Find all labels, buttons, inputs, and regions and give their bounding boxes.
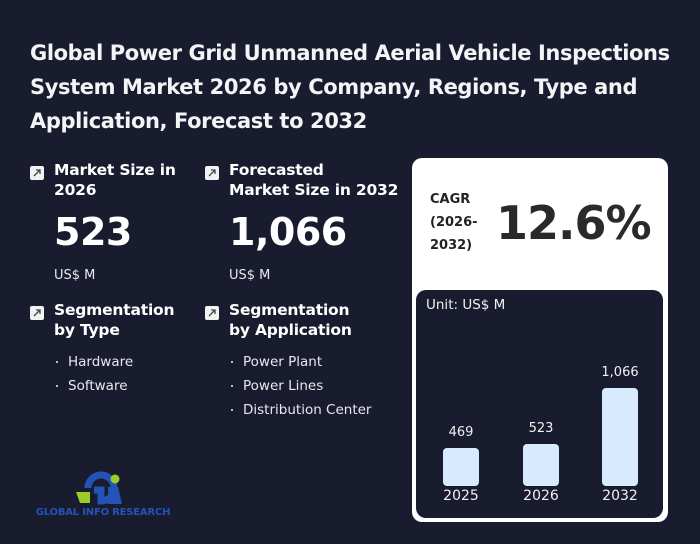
market-size-2026: Market Size in 2026 523 US$ M	[30, 160, 200, 283]
forecast-label-line1: Forecasted	[229, 161, 324, 179]
list-item: Software	[56, 374, 200, 398]
segmentation-by-application: Segmentation by Application Power Plant …	[205, 300, 405, 422]
arrow-up-right-icon	[30, 166, 44, 180]
bullet-icon	[231, 385, 233, 387]
forecast-label-line2: Market Size in 2032	[229, 181, 399, 199]
segmentation-application-line2: by Application	[229, 321, 352, 339]
bullet-icon	[231, 361, 233, 363]
bar-chart: Unit: US$ M 469 2025 523 2026 1,066 2032	[416, 290, 663, 518]
application-item-label: Power Lines	[243, 378, 324, 394]
list-item: Hardware	[56, 350, 200, 374]
bar-value-label: 1,066	[601, 365, 639, 380]
bullet-icon	[231, 409, 233, 411]
application-list: Power Plant Power Lines Distribution Cen…	[231, 350, 405, 422]
chart-unit-label: Unit: US$ M	[426, 297, 506, 313]
bar-category-label: 2032	[602, 488, 638, 504]
list-item: Power Plant	[231, 350, 405, 374]
bullet-icon	[56, 385, 58, 387]
segmentation-type-line1: Segmentation	[54, 301, 175, 319]
forecast-market-size-2032: Forecasted Market Size in 2032 1,066 US$…	[205, 160, 405, 283]
cagr-label-line3: 2032)	[430, 238, 473, 253]
arrow-up-right-icon	[205, 306, 219, 320]
cagr-card: CAGR (2026- 2032) 12.6% Unit: US$ M 469 2…	[412, 158, 668, 522]
arrow-up-right-icon	[30, 306, 44, 320]
forecast-label: Forecasted Market Size in 2032	[229, 160, 398, 200]
bar-category-label: 2026	[523, 488, 559, 504]
cagr-value: 12.6%	[496, 196, 652, 250]
market-size-unit: US$ M	[54, 268, 96, 283]
type-item-label: Software	[68, 378, 128, 394]
bar-2032	[602, 388, 638, 486]
bar-2025	[443, 448, 479, 486]
segmentation-application-label: Segmentation by Application	[229, 300, 352, 340]
bar-value-label: 469	[448, 425, 474, 441]
bar-2026	[523, 443, 559, 486]
forecast-value: 1,066	[229, 210, 347, 254]
market-size-label: Market Size in 2026	[54, 161, 176, 199]
bar-category-label: 2025	[443, 488, 479, 504]
bar-value-label: 523	[528, 420, 554, 436]
market-size-value: 523	[54, 210, 132, 254]
type-list: Hardware Software	[56, 350, 200, 398]
application-item-label: Distribution Center	[243, 402, 372, 418]
application-item-label: Power Plant	[243, 354, 323, 370]
segmentation-type-line2: by Type	[54, 321, 120, 339]
list-item: Distribution Center	[231, 398, 405, 422]
cagr-label-line1: CAGR	[430, 192, 471, 207]
type-item-label: Hardware	[68, 354, 134, 370]
segmentation-type-label: Segmentation by Type	[54, 300, 175, 340]
arrow-up-right-icon	[205, 166, 219, 180]
segmentation-application-line1: Segmentation	[229, 301, 350, 319]
bullet-icon	[56, 361, 58, 363]
company-logo: GLOBAL INFO RESEARCH	[28, 470, 178, 520]
segmentation-by-type: Segmentation by Type Hardware Software	[30, 300, 200, 398]
gi-logo-icon	[76, 471, 122, 505]
logo-text: GLOBAL INFO RESEARCH	[35, 507, 171, 518]
forecast-unit: US$ M	[229, 268, 271, 283]
cagr-label-line2: (2026-	[430, 215, 478, 230]
list-item: Power Lines	[231, 374, 405, 398]
cagr-label: CAGR (2026- 2032)	[430, 188, 478, 257]
page-title: Global Power Grid Unmanned Aerial Vehicl…	[30, 41, 670, 133]
